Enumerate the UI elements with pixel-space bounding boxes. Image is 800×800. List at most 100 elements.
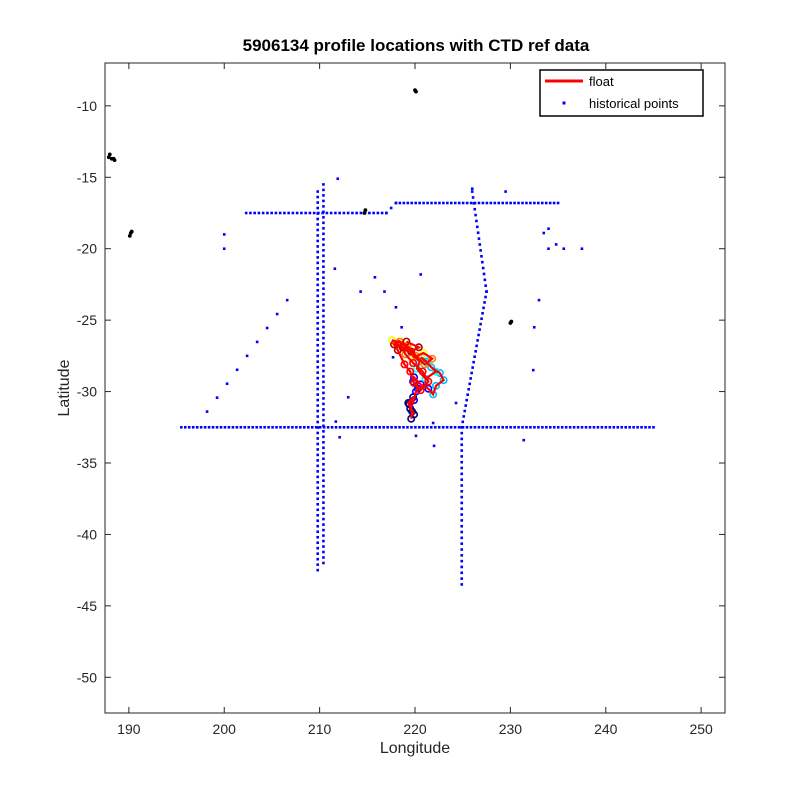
historical-point xyxy=(338,435,341,439)
historical-point xyxy=(414,425,417,429)
historical-point xyxy=(580,247,584,251)
historical-point xyxy=(463,409,467,413)
historical-point xyxy=(529,425,532,429)
historical-point xyxy=(373,275,377,279)
historical-point xyxy=(304,211,307,215)
float-profile-marker xyxy=(439,376,448,385)
historical-point xyxy=(239,425,243,429)
historical-point xyxy=(316,239,320,243)
historical-point xyxy=(544,201,548,205)
historical-point xyxy=(261,211,265,215)
historical-point xyxy=(422,425,425,429)
historical-point xyxy=(616,425,620,429)
historical-point xyxy=(316,524,320,528)
historical-point xyxy=(485,290,488,293)
historical-point xyxy=(478,243,482,246)
historical-point xyxy=(322,276,325,279)
historical-point xyxy=(322,506,325,510)
historical-point xyxy=(322,287,325,290)
historical-point xyxy=(322,402,325,406)
historical-point xyxy=(513,201,516,205)
historical-point xyxy=(469,425,473,429)
historical-point xyxy=(316,354,320,358)
legend: float historical points xyxy=(539,69,704,117)
x-tick-label: 190 xyxy=(117,721,141,737)
historical-point xyxy=(322,479,325,483)
historical-point xyxy=(322,347,325,351)
historical-point xyxy=(325,211,329,215)
x-axis: 190 200 210 220 230 240 250 xyxy=(117,63,713,737)
land-point xyxy=(127,233,132,238)
historical-point xyxy=(338,425,342,429)
historical-point xyxy=(464,404,468,407)
historical-point xyxy=(322,227,325,230)
land-point xyxy=(362,211,367,215)
historical-point xyxy=(572,425,576,429)
historical-point xyxy=(588,425,592,429)
historical-point xyxy=(422,201,425,205)
historical-point xyxy=(470,190,474,193)
historical-point xyxy=(552,201,556,205)
historical-point xyxy=(460,571,464,575)
x-tick-label: 230 xyxy=(499,721,523,737)
historical-point xyxy=(385,211,388,215)
historical-point xyxy=(370,425,374,429)
historical-point xyxy=(322,188,325,192)
legend-historical-label: historical points xyxy=(589,96,679,111)
historical-point xyxy=(521,425,524,429)
historical-point xyxy=(316,310,320,314)
historical-point xyxy=(562,247,566,251)
historical-point xyxy=(225,382,229,386)
historical-point xyxy=(338,211,341,215)
land-point xyxy=(508,321,513,325)
historical-point xyxy=(501,425,504,429)
historical-point xyxy=(308,211,312,215)
historical-point xyxy=(505,425,508,429)
historical-point xyxy=(433,425,437,429)
historical-point xyxy=(460,554,464,557)
x-tick-label: 240 xyxy=(594,721,618,737)
historical-point xyxy=(322,457,325,461)
historical-point xyxy=(322,320,325,323)
historical-point xyxy=(316,464,320,468)
historical-point xyxy=(460,530,464,534)
historical-point xyxy=(489,425,493,429)
historical-point xyxy=(316,393,320,396)
historical-point xyxy=(472,202,476,205)
historical-point xyxy=(235,425,239,429)
historical-point xyxy=(266,211,269,215)
historical-point xyxy=(652,425,655,429)
historical-point xyxy=(604,425,608,429)
historical-point xyxy=(429,425,433,429)
historical-point xyxy=(322,451,325,455)
historical-point xyxy=(265,326,269,330)
historical-point xyxy=(247,425,251,429)
historical-point xyxy=(245,354,249,358)
historical-point xyxy=(312,211,316,215)
historical-point xyxy=(316,212,320,215)
historical-point xyxy=(402,425,405,429)
historical-point xyxy=(410,425,413,429)
historical-point xyxy=(322,484,325,488)
historical-point xyxy=(398,201,402,205)
historical-point xyxy=(255,425,258,429)
historical-point xyxy=(628,425,631,429)
historical-point xyxy=(460,472,464,476)
historical-point xyxy=(354,425,358,429)
historical-point xyxy=(322,254,325,258)
historical-point xyxy=(322,205,325,208)
historical-point xyxy=(322,248,325,252)
historical-point xyxy=(195,425,199,429)
float-profile-marker xyxy=(428,354,437,363)
historical-point xyxy=(418,201,421,205)
historical-point xyxy=(470,187,474,191)
historical-point xyxy=(400,325,403,329)
historical-point xyxy=(316,261,320,265)
historical-point xyxy=(322,210,325,214)
historical-point xyxy=(471,366,474,369)
historical-point xyxy=(322,397,325,400)
historical-point xyxy=(350,425,354,429)
historical-point xyxy=(316,278,320,281)
historical-point xyxy=(316,426,320,429)
historical-point xyxy=(283,211,286,215)
